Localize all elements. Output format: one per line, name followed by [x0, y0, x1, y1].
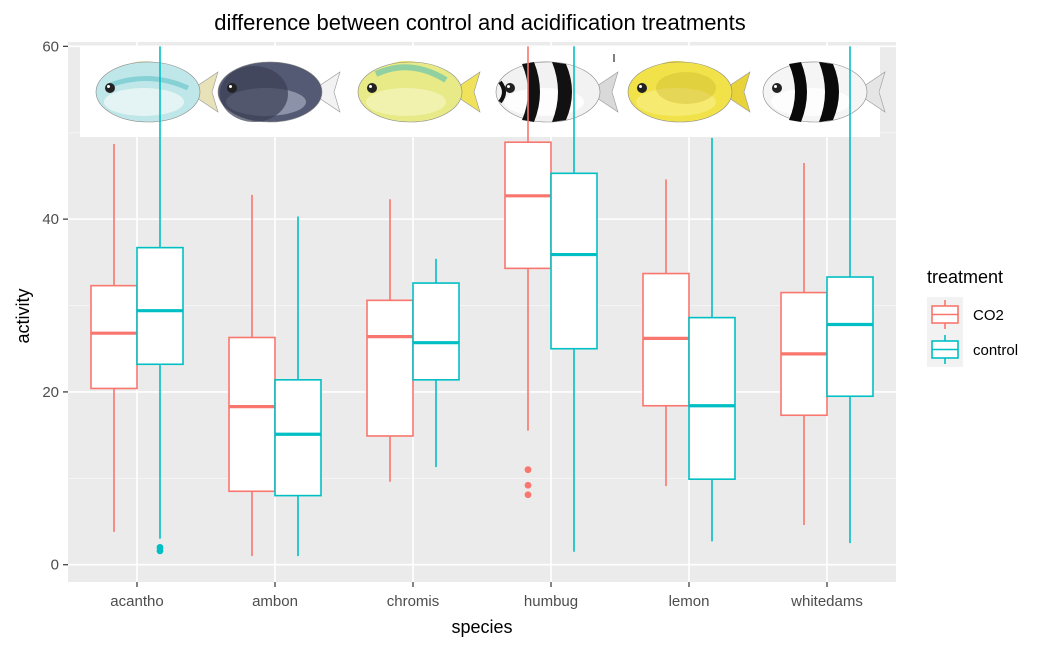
legend-item-CO2: CO2 [927, 297, 1004, 332]
fish-eye-highlight [229, 85, 232, 88]
fish-tail [449, 71, 481, 113]
boxplot-CO2-whitedams [780, 162, 828, 525]
fish-tail [187, 71, 219, 113]
fish-shade [220, 66, 288, 122]
box [550, 172, 598, 350]
fish-face-mark [498, 80, 506, 104]
boxplot-CO2-lemon [642, 179, 690, 487]
fish-eye-highlight [107, 85, 110, 88]
fish-eye [505, 83, 515, 93]
x-tick-label: humbug [524, 593, 578, 610]
boxplot-CO2-humbug [504, 46, 552, 499]
fish-stripe [522, 62, 540, 122]
y-tick-label: 60 [42, 38, 59, 55]
fish-image-strip [80, 46, 886, 137]
fish-eye-highlight [639, 85, 642, 88]
legend-item-control: control [927, 332, 1018, 367]
box [366, 299, 414, 437]
fish-eye [227, 83, 237, 93]
box [136, 246, 184, 366]
fish-tail [719, 71, 751, 113]
fish-eye-highlight [774, 85, 777, 88]
acantho-fish-icon [95, 61, 219, 123]
chromis-fish-icon [357, 61, 481, 123]
y-axis-title: activity [13, 288, 33, 343]
fish-strip-background [80, 46, 880, 137]
legend-label: control [973, 342, 1018, 359]
box [90, 284, 138, 390]
x-tick-label: ambon [252, 593, 298, 610]
fish-shade [656, 72, 716, 104]
fish-eye [637, 83, 647, 93]
fish-stripe [819, 62, 839, 122]
box [504, 141, 552, 270]
fish-tail [854, 71, 886, 113]
fish-stripe [789, 62, 807, 122]
box [412, 282, 460, 381]
fish-eye [367, 83, 377, 93]
fish-eye-highlight [507, 85, 510, 88]
fish-tail [587, 71, 619, 113]
outlier-point [524, 481, 532, 489]
boxplot-control-ambon [274, 216, 322, 557]
y-tick-label: 40 [42, 211, 59, 228]
outlier-point [524, 491, 532, 499]
box [228, 336, 276, 493]
boxplot-control-whitedams [826, 46, 874, 544]
outlier-point [524, 466, 532, 474]
fish-belly [104, 88, 184, 116]
whitedams-fish-icon [762, 61, 886, 123]
fish-stripe [552, 62, 572, 122]
box [274, 379, 322, 497]
fish-eye [772, 83, 782, 93]
fish-eye-highlight [369, 85, 372, 88]
fish-belly [366, 88, 446, 116]
y-tick-label: 20 [42, 384, 59, 401]
y-tick-label: 0 [51, 557, 59, 574]
lemon-fish-icon [627, 61, 751, 123]
legend: treatment CO2 control [927, 267, 1018, 367]
x-tick-label: acantho [110, 593, 163, 610]
boxplot-control-chromis [412, 258, 460, 468]
chart-title: difference between control and acidifica… [214, 10, 746, 35]
outlier-point [156, 547, 164, 555]
boxplot-control-acantho [136, 46, 184, 555]
axes: 0 20 40 60 acantho ambon chromis humbug lemon whi… [42, 38, 863, 610]
box [688, 316, 736, 480]
fish-belly [504, 88, 584, 116]
box [826, 276, 874, 398]
x-tick-label: chromis [387, 593, 440, 610]
x-tick-label: whitedams [790, 593, 863, 610]
legend-title: treatment [927, 267, 1003, 287]
x-axis-title: species [451, 617, 512, 637]
fish-belly [771, 88, 851, 116]
fish-tail [309, 71, 341, 113]
ambon-fish-icon [217, 61, 341, 123]
legend-label: CO2 [973, 307, 1004, 324]
fish-belly [636, 88, 716, 116]
boxplot-control-lemon [688, 137, 736, 542]
fish-eye [105, 83, 115, 93]
x-tick-label: lemon [669, 593, 710, 610]
boxplots [90, 46, 874, 557]
fish-stripe [374, 64, 448, 83]
boxplot-control-humbug [550, 46, 598, 552]
fish-stripe [107, 76, 190, 91]
